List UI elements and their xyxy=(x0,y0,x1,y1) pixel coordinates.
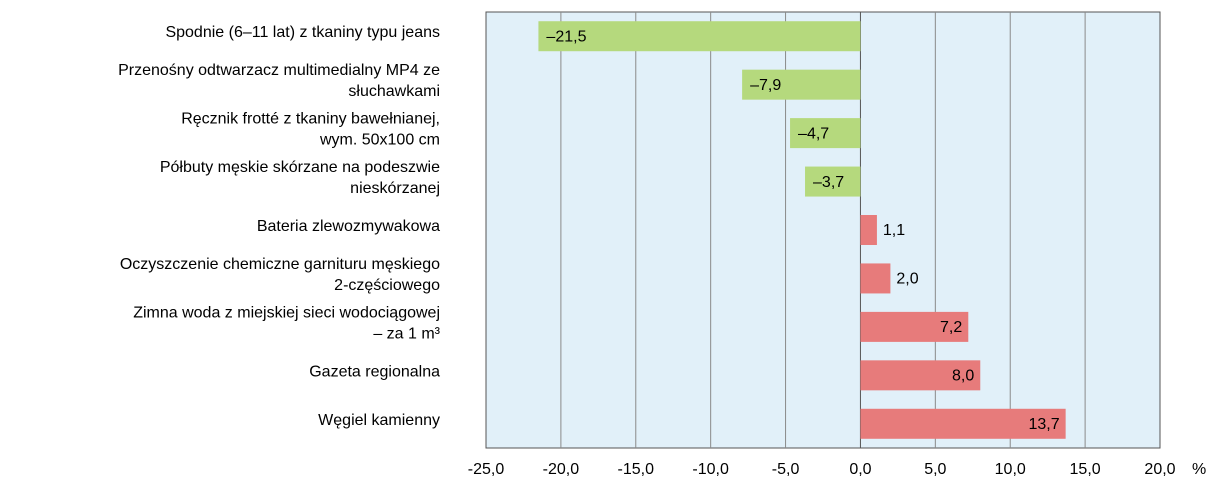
bar xyxy=(790,118,861,149)
x-tick-label: -20,0 xyxy=(543,461,580,478)
bar xyxy=(860,263,891,294)
category-label: Przenośny odtwarzacz multimedialny MP4 z… xyxy=(118,62,440,100)
x-tick-label: 20,0 xyxy=(1144,461,1175,478)
category-label: Zimna woda z miejskiej sieci wodociągowe… xyxy=(133,305,440,343)
value-label: –3,7 xyxy=(813,174,844,191)
x-tick-label: -5,0 xyxy=(772,461,800,478)
x-tick-label: 10,0 xyxy=(995,461,1026,478)
bar xyxy=(860,311,969,342)
x-tick-label: 5,0 xyxy=(924,461,946,478)
x-axis-unit: % xyxy=(1192,461,1206,478)
value-label: 1,1 xyxy=(883,222,905,239)
bar xyxy=(860,215,877,245)
bar xyxy=(860,408,1066,439)
x-tick-label: 0,0 xyxy=(849,461,871,478)
value-label: 13,7 xyxy=(1028,416,1059,433)
value-label: 8,0 xyxy=(952,368,974,385)
value-label: –4,7 xyxy=(798,125,829,142)
category-label: Oczyszczenie chemiczne garnituru męskieg… xyxy=(120,256,440,294)
category-label: Węgiel kamienny xyxy=(318,412,440,429)
x-tick-label: -10,0 xyxy=(692,461,729,478)
category-label: Półbuty męskie skórzane na podeszwie nies… xyxy=(160,159,440,197)
value-label: –21,5 xyxy=(546,28,586,45)
value-label: –7,9 xyxy=(750,77,781,94)
bar xyxy=(538,21,861,52)
category-label: Bateria zlewozmywakowa xyxy=(257,218,440,235)
bar xyxy=(805,166,861,197)
value-label: 7,2 xyxy=(940,319,962,336)
category-label: Spodnie (6–11 lat) z tkaniny typu jeans xyxy=(165,24,440,41)
category-label: Gazeta regionalna xyxy=(309,364,440,381)
x-tick-label: -25,0 xyxy=(468,461,505,478)
bar xyxy=(860,360,981,391)
x-tick-label: -15,0 xyxy=(618,461,655,478)
x-tick-label: 15,0 xyxy=(1070,461,1101,478)
value-label: 2,0 xyxy=(896,271,918,288)
category-label: Ręcznik frotté z tkaniny bawełnianej, wym… xyxy=(181,111,440,149)
bar xyxy=(742,69,861,100)
